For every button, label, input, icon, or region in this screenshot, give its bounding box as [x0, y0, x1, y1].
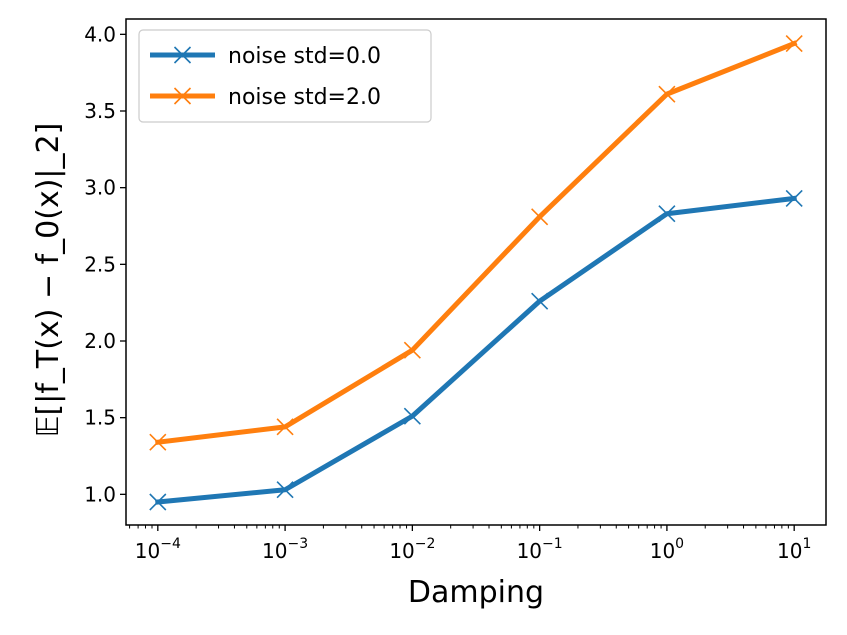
axes: 1.0 1.5 2.0 2.5 3.0 3.5 4.0 10−4 10−3 10−2 10−1 100…: [84, 18, 827, 563]
x-tick-label: 10−3: [262, 536, 308, 563]
legend-marker: [173, 87, 192, 105]
svg-text:𝔼[|f_T(x) − f_0(x)|_2]: 𝔼[|f_T(x) − f_0(x)|_2]: [31, 123, 66, 438]
y-tick-label: 2.0: [84, 329, 116, 353]
x-tick-label: 101: [777, 536, 811, 563]
data-point-marker: [403, 341, 421, 359]
series-1: [149, 34, 803, 451]
y-tick-label: 2.5: [84, 252, 116, 276]
data-point-marker: [531, 292, 549, 310]
data-point-marker: [149, 493, 167, 511]
data-point-marker: [658, 85, 676, 103]
series-line: [155, 40, 798, 445]
y-tick-label: 3.0: [84, 176, 116, 200]
data-point-marker: [785, 189, 803, 207]
y-tick-label: 3.5: [84, 99, 116, 123]
data-point-marker: [276, 418, 294, 436]
x-tick-label: 100: [650, 536, 684, 563]
data-point-marker: [403, 407, 421, 425]
series-0: [149, 189, 803, 511]
y-axis-label: 𝔼[|f_T(x) − f_0(x)|_2]: [31, 123, 66, 438]
legend-marker: [173, 46, 192, 64]
data-point-marker: [149, 433, 167, 451]
series-line: [155, 195, 797, 505]
data-point-marker: [785, 34, 803, 53]
y-tick-label: 1.0: [84, 482, 116, 506]
x-tick-label: 10−2: [389, 536, 435, 563]
legend: noise std=0.0 noise std=2.0: [138, 29, 432, 123]
legend-label: noise std=2.0: [228, 85, 381, 110]
plot-frame: [125, 18, 827, 526]
x-tick-label: 10−1: [517, 536, 563, 563]
legend-entry-0: noise std=0.0: [150, 44, 381, 69]
data-point-marker: [658, 205, 676, 223]
y-tick-label: 4.0: [84, 22, 116, 46]
x-tick-label: 10−4: [135, 536, 181, 563]
legend-label: noise std=0.0: [228, 44, 381, 69]
series-layer: [149, 34, 803, 511]
legend-entry-1: noise std=2.0: [150, 85, 381, 110]
y-tick-label: 1.5: [84, 406, 116, 430]
data-point-marker: [276, 481, 294, 499]
data-point-marker: [531, 208, 549, 226]
x-axis-label: Damping: [408, 575, 544, 610]
